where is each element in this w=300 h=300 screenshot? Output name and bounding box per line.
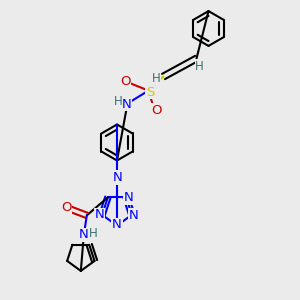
Text: N: N xyxy=(112,218,122,231)
Text: N: N xyxy=(79,228,89,242)
Text: H: H xyxy=(195,60,204,73)
Text: H: H xyxy=(152,71,160,85)
Text: H: H xyxy=(114,94,123,108)
Text: H: H xyxy=(89,227,98,240)
Text: O: O xyxy=(151,104,161,117)
Text: S: S xyxy=(146,85,154,99)
Text: N: N xyxy=(128,209,138,222)
Text: N: N xyxy=(124,191,134,204)
Text: O: O xyxy=(61,201,72,214)
Text: N: N xyxy=(112,171,122,184)
Text: N: N xyxy=(95,208,105,221)
Text: N: N xyxy=(122,98,131,111)
Text: O: O xyxy=(120,75,130,88)
